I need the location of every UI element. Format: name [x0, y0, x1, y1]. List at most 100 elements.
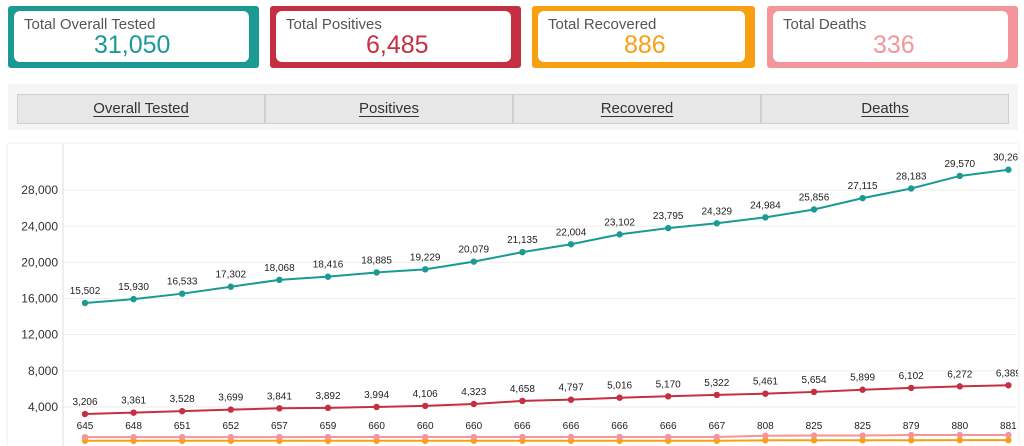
data-point[interactable] [762, 437, 769, 444]
data-label: 23,102 [604, 217, 635, 228]
data-label: 3,699 [218, 393, 243, 404]
data-point[interactable] [130, 295, 137, 303]
data-point[interactable] [665, 433, 672, 441]
tab-recovered[interactable]: Recovered [513, 94, 761, 124]
data-point[interactable] [81, 299, 89, 307]
data-point[interactable] [956, 436, 963, 444]
tab-deaths[interactable]: Deaths [761, 94, 1009, 124]
data-point[interactable] [810, 432, 818, 439]
data-point[interactable] [519, 248, 526, 256]
y-tick-label: 8,000 [28, 364, 58, 378]
data-point[interactable] [422, 402, 429, 410]
data-point[interactable] [470, 400, 477, 408]
tab-positives[interactable]: Positives [265, 94, 513, 124]
data-label: 6,272 [947, 369, 972, 380]
data-point[interactable] [762, 390, 769, 397]
data-label: 24,329 [702, 206, 733, 217]
data-point[interactable] [227, 433, 234, 441]
data-point[interactable] [130, 409, 137, 416]
data-point[interactable] [956, 172, 963, 180]
data-point[interactable] [227, 283, 234, 290]
data-point[interactable] [81, 433, 89, 441]
data-point[interactable] [470, 433, 477, 441]
data-point[interactable] [324, 404, 332, 412]
data-point[interactable] [324, 273, 332, 280]
data-point[interactable] [567, 433, 575, 441]
data-point[interactable] [422, 433, 429, 441]
data-point[interactable] [179, 290, 186, 297]
data-point[interactable] [616, 394, 623, 401]
data-point[interactable] [373, 403, 380, 411]
data-point[interactable] [276, 405, 283, 412]
data-point[interactable] [665, 224, 672, 232]
data-label: 657 [271, 421, 288, 432]
data-point[interactable] [762, 214, 769, 221]
data-point[interactable] [567, 396, 575, 403]
card-total-tested-label: Total Overall Tested [24, 16, 156, 33]
data-label: 660 [368, 421, 385, 432]
data-label: 5,461 [753, 377, 778, 388]
data-point[interactable] [810, 388, 818, 396]
data-point[interactable] [859, 437, 866, 444]
data-point[interactable] [179, 433, 186, 441]
data-point[interactable] [519, 397, 526, 405]
data-point[interactable] [81, 410, 89, 418]
data-point[interactable] [616, 433, 623, 441]
data-point[interactable] [1005, 436, 1012, 444]
data-point[interactable] [713, 391, 720, 399]
data-point[interactable] [956, 383, 963, 390]
data-point[interactable] [422, 266, 429, 273]
series-line-1 [84, 384, 1009, 416]
chart-tab-bar: Overall Tested Positives Recovered Death… [8, 84, 1018, 130]
y-tick-label: 24,000 [21, 219, 58, 233]
data-point[interactable] [908, 431, 915, 439]
data-point[interactable] [762, 432, 769, 439]
data-point[interactable] [908, 384, 915, 392]
data-point[interactable] [908, 185, 915, 192]
tab-positives-label: Positives [358, 100, 420, 117]
data-point[interactable] [713, 220, 720, 227]
data-label: 3,528 [170, 394, 195, 405]
data-label: 808 [757, 421, 774, 432]
data-label: 18,416 [313, 260, 344, 271]
data-point[interactable] [373, 433, 380, 441]
data-label: 5,170 [656, 379, 681, 390]
data-point[interactable] [1005, 166, 1012, 173]
data-point[interactable] [130, 433, 137, 441]
data-point[interactable] [276, 433, 283, 441]
tab-recovered-label: Recovered [600, 100, 674, 117]
series-line-3 [85, 439, 1009, 442]
series-line-2 [84, 434, 1009, 439]
data-label: 667 [708, 421, 725, 432]
data-label: 666 [563, 421, 580, 432]
data-label: 651 [174, 421, 191, 432]
data-point[interactable] [665, 393, 672, 400]
y-tick-label: 12,000 [21, 328, 58, 342]
data-point[interactable] [616, 231, 623, 238]
data-point[interactable] [859, 386, 866, 393]
data-point[interactable] [519, 433, 526, 441]
data-point[interactable] [1005, 431, 1012, 439]
data-point[interactable] [908, 437, 915, 444]
data-point[interactable] [810, 206, 818, 213]
data-label: 18,885 [361, 255, 392, 266]
data-point[interactable] [1005, 382, 1012, 389]
data-point[interactable] [470, 258, 477, 265]
data-point[interactable] [324, 433, 332, 441]
data-point[interactable] [373, 269, 380, 276]
data-point[interactable] [956, 431, 963, 439]
data-point[interactable] [276, 276, 283, 284]
data-point[interactable] [810, 437, 818, 444]
data-point[interactable] [713, 433, 720, 441]
data-point[interactable] [567, 241, 575, 248]
chart-panel: 4,000 8,000 12,000 16,000 20,000 24,000 28,000… [8, 144, 1018, 446]
data-point[interactable] [859, 194, 866, 202]
data-label: 5,322 [704, 378, 729, 389]
data-point[interactable] [227, 406, 234, 413]
data-label: 666 [611, 421, 628, 432]
data-point[interactable] [179, 407, 186, 415]
tab-overall-tested[interactable]: Overall Tested [17, 94, 265, 124]
data-point[interactable] [859, 432, 866, 439]
data-label: 23,795 [653, 211, 684, 222]
data-label: 3,361 [121, 396, 146, 407]
